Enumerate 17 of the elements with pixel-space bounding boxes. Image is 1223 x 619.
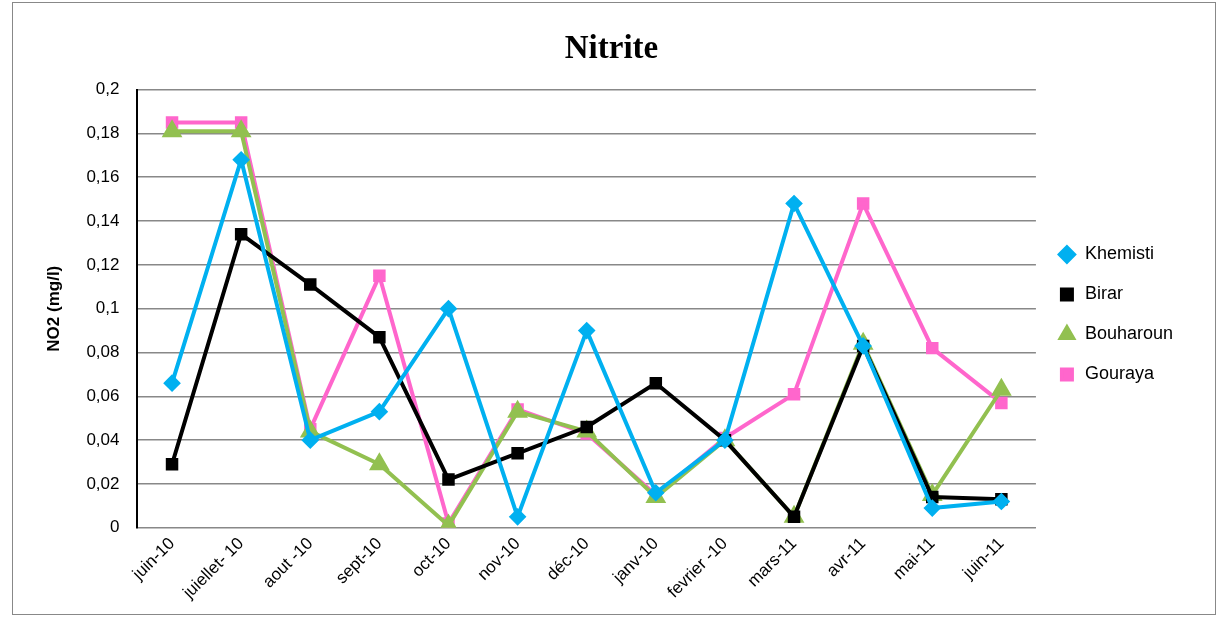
y-tick-label: 0,12: [86, 254, 120, 274]
chart-title: Nitrite: [564, 29, 659, 66]
legend-label: Gouraya: [1084, 363, 1155, 384]
y-tick-label: 0,18: [86, 123, 120, 143]
legend-label: Birar: [1084, 283, 1123, 304]
y-tick-label: 0,14: [86, 210, 120, 230]
y-tick-label: 0,06: [86, 386, 120, 406]
legend-label: Khemisti: [1084, 243, 1154, 264]
y-tick-label: 0,16: [86, 166, 120, 186]
y-tick-label: 0,1: [95, 298, 120, 318]
y-tick-label: 0,04: [86, 429, 120, 449]
y-axis-title: NO2 (mg/l): [43, 265, 63, 352]
y-tick-label: 0: [110, 517, 120, 537]
y-tick-label: 0,2: [95, 79, 120, 99]
y-tick-label: 0,08: [86, 342, 120, 362]
legend-label: Bouharoun: [1084, 323, 1173, 344]
y-tick-label: 0,02: [86, 473, 120, 493]
